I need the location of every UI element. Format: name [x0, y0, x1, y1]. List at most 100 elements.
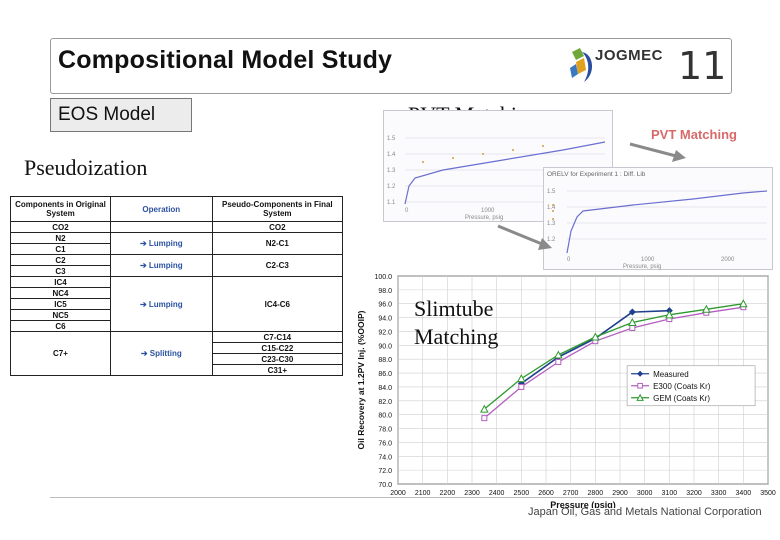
- original-component: C6: [10, 320, 111, 332]
- data-point-e300: [555, 358, 562, 365]
- final-component: C15-C22: [211, 342, 344, 354]
- y-tick-label: 84.0: [378, 385, 392, 392]
- slimtube-matching-label: Slimtube Matching: [414, 295, 498, 351]
- y-tick-label: 94.0: [378, 316, 392, 323]
- slide-number: 11: [678, 44, 727, 88]
- series-line-2: [483, 303, 744, 410]
- final-component: C23-C30: [211, 353, 344, 365]
- x-tick-label: 2900: [612, 490, 628, 497]
- logo-text: JOGMEC: [595, 47, 664, 64]
- arrow-right-icon: ➔: [139, 239, 149, 248]
- y-tick-label: 82.0: [378, 399, 392, 406]
- pvt1-ytick: 1.5: [387, 136, 396, 142]
- operation-cell: ➔ Lumping: [109, 276, 213, 332]
- operation-cell: ➔ Lumping: [109, 254, 213, 277]
- arrow-right-icon: ➔: [139, 299, 149, 309]
- pvt1-ytick: 1.3: [387, 168, 396, 174]
- legend-marker: [636, 393, 644, 401]
- table-row: N2 ➔ Lumping N2-C1: [10, 232, 344, 255]
- page-title: Compositional Model Study: [58, 46, 393, 74]
- final-component: IC4-C6: [211, 276, 344, 332]
- y-axis-label: Oil Recovery at 1.2PV Inj. (%OOIP): [356, 310, 366, 449]
- x-tick-label: 2500: [514, 490, 530, 497]
- header-operation: Operation: [109, 196, 213, 222]
- eos-model-tab[interactable]: [50, 98, 192, 132]
- original-component: N2: [10, 232, 111, 244]
- x-axis-label: Pressure (psig): [550, 500, 616, 508]
- arrow-right-icon: ➔: [140, 349, 150, 358]
- pvt1-curve: [404, 141, 606, 205]
- original-component: C1: [10, 243, 111, 255]
- data-point-gem: [479, 404, 489, 413]
- x-tick-label: 2700: [563, 490, 579, 497]
- data-point-gem: [738, 299, 748, 308]
- original-component: NC4: [10, 287, 111, 299]
- original-component: NC5: [10, 309, 111, 321]
- final-component: N2-C1: [211, 232, 344, 255]
- x-tick-label: 2400: [489, 490, 505, 497]
- y-tick-label: 76.0: [378, 440, 392, 447]
- final-component: CO2: [211, 221, 344, 233]
- legend-marker: [637, 370, 644, 377]
- footer-org: Japan Oil, Gas and Metals National Corpo…: [528, 506, 762, 518]
- pvt-chart-2-title: ORELV for Experiment 1 : Diff. Lib: [547, 171, 646, 178]
- y-tick-label: 96.0: [378, 302, 392, 309]
- pvt1-xlabel: Pressure, psig: [465, 215, 503, 221]
- pvt-matching-side-label: PVT Matching: [651, 127, 737, 142]
- pvt2-ytick: 1.4: [547, 205, 556, 211]
- data-point-gem: [701, 304, 711, 313]
- header-final: Pseudo-Components in Final System: [211, 196, 344, 222]
- data-point-e300: [518, 383, 525, 390]
- table-row: IC4 ➔ Lumping IC4-C6: [10, 276, 344, 332]
- arrows: [497, 142, 686, 250]
- x-tick-label: 3500: [760, 490, 776, 497]
- x-tick-label: 3400: [736, 490, 752, 497]
- slimtube-label-line2: Matching: [414, 324, 499, 349]
- y-tick-label: 70.0: [378, 482, 392, 489]
- data-point-e300: [481, 415, 488, 422]
- header-original: Components in Original System: [10, 196, 111, 222]
- data-point-gem: [590, 332, 600, 341]
- x-tick-label: 2000: [390, 490, 406, 497]
- table-row: CO2 CO2: [10, 221, 344, 233]
- legend-label: Measured: [653, 370, 689, 379]
- data-point-gem: [553, 350, 563, 359]
- pvt2-ytick: 1.3: [547, 221, 556, 227]
- x-tick-label: 3200: [686, 490, 702, 497]
- pvt2-xtick: 2000: [721, 257, 735, 263]
- series-line-1: [483, 306, 744, 419]
- y-tick-label: 98.0: [378, 288, 392, 295]
- slimtube-chart: 70.0 72.0 74.0 76.0 78.0 80.0 82.0 84.0 86.0 88.0…: [356, 274, 776, 508]
- pvt1-ytick: 1.4: [387, 152, 396, 158]
- pvt2-xtick: 1000: [641, 257, 655, 263]
- y-tick-label: 88.0: [378, 357, 392, 364]
- table-row: C31+: [11, 364, 344, 376]
- pvt1-xtick: 0: [405, 208, 409, 214]
- pvt1-ytick: 1.1: [387, 200, 396, 206]
- pseudoization-table: Components in Original System Operation …: [10, 196, 344, 376]
- data-point-gem: [627, 317, 637, 326]
- legend-label: E300 (Coats Kr): [653, 382, 711, 391]
- eos-model-label: EOS Model: [58, 104, 156, 125]
- arrow-line: [497, 224, 543, 246]
- data-point-measured: [628, 308, 636, 316]
- x-tick-label: 3000: [637, 490, 653, 497]
- data-point-gem: [664, 310, 674, 319]
- arrow-right-icon: ➔: [139, 261, 149, 270]
- slimtube-label-line1: Slimtube: [414, 296, 494, 321]
- y-tick-label: 74.0: [378, 454, 392, 461]
- arrow-head-icon: [538, 238, 552, 250]
- original-component: IC5: [10, 298, 111, 310]
- original-component: C3: [10, 265, 111, 277]
- final-component: C2-C3: [211, 254, 344, 277]
- arrow-line: [629, 142, 677, 158]
- arrow-head-icon: [672, 150, 686, 162]
- footer-divider: [50, 497, 740, 498]
- jogmec-logo-icon: [570, 48, 593, 82]
- title-bar: [50, 38, 732, 94]
- original-component: C7+: [10, 331, 111, 376]
- original-component: IC4: [10, 276, 111, 288]
- operation-cell: ➔ Splitting: [109, 331, 213, 376]
- data-point-e300: [629, 325, 636, 331]
- final-component: C31+: [211, 364, 344, 376]
